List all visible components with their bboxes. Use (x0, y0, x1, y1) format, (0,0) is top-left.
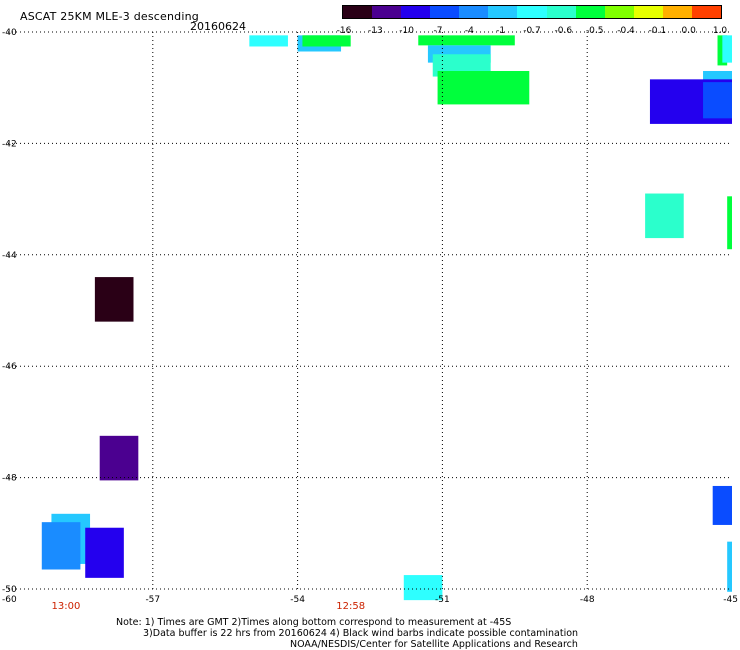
note-line-1: Note: 1) Times are GMT 2)Times along bot… (116, 617, 512, 628)
wind-cell (727, 196, 732, 250)
wind-cell (94, 277, 134, 322)
latitude-label: -42 (2, 139, 17, 149)
map-date: 20160624 (190, 20, 246, 33)
grid-lines (8, 31, 732, 590)
wind-cell (712, 485, 732, 525)
latitude-label: -50 (2, 585, 17, 595)
color-scale-segment (546, 6, 576, 18)
longitude-label: -54 (290, 595, 305, 605)
color-scale-label: -0.1 (648, 26, 667, 36)
color-scale-segment (575, 6, 605, 18)
color-scale-segment (343, 6, 373, 18)
color-scale-label: -0.6 (554, 26, 573, 36)
color-scale-label: -16 (336, 26, 352, 36)
map-title: ASCAT 25KM MLE-3 descending (20, 10, 199, 23)
color-scale-segment (604, 6, 634, 18)
color-scale-label: -0.7 (523, 26, 541, 36)
color-scale-segment (517, 6, 547, 18)
longitude-label: -57 (145, 595, 160, 605)
latitude-label: -44 (2, 251, 17, 261)
color-scale-label: -0.5 (585, 26, 604, 36)
color-scale-label: -1 (496, 26, 506, 36)
color-scale-label: 0.0 (681, 26, 696, 36)
note-line-3: NOAA/NESDIS/Center for Satellite Applica… (290, 639, 578, 650)
color-scale-label: -13 (367, 26, 383, 36)
time-labels: 13:00 12:58 (52, 601, 366, 612)
time-label: 13:00 (52, 601, 81, 612)
color-scale-label: -4 (464, 26, 474, 36)
wind-cell (645, 193, 684, 239)
color-scale-segment (488, 6, 518, 18)
longitude-label: -48 (580, 595, 595, 605)
color-scale-segment (401, 6, 431, 18)
wind-cell (727, 541, 732, 592)
wind-cell (703, 82, 732, 119)
longitude-label: -51 (435, 595, 450, 605)
wind-cell (437, 70, 530, 105)
longitude-label: -60 (2, 595, 17, 605)
color-scale-label: 1.0 (712, 26, 728, 36)
latitude-labels: -40 -42 -44 -46 -48 -50 (2, 28, 17, 595)
latitude-label: -46 (2, 362, 17, 372)
color-scale-segment (691, 6, 722, 18)
color-scale-segment (459, 6, 489, 18)
color-scale-label: -7 (433, 26, 443, 36)
wind-cell (99, 435, 139, 481)
latitude-label: -48 (2, 474, 17, 484)
time-label: 12:58 (336, 601, 365, 612)
wind-cell (722, 35, 732, 63)
wind-cell (249, 35, 288, 47)
latitude-label: -40 (2, 28, 17, 38)
wind-cells (41, 35, 732, 601)
wind-cell (41, 522, 81, 570)
wind-cell (85, 527, 124, 578)
color-scale-segment (662, 6, 692, 18)
note-line-2: 3)Data buffer is 22 hrs from 20160624 4)… (143, 628, 579, 639)
longitude-labels: -60 -57 -54 -51 -48 -45 (2, 595, 738, 605)
wind-cell (302, 35, 351, 47)
longitude-label: -45 (723, 595, 738, 605)
color-scale-segment (372, 6, 402, 18)
color-scale-label: -10 (399, 26, 415, 36)
wind-cell (403, 575, 443, 601)
color-scale-segment (633, 6, 663, 18)
color-scale-label: -0.4 (617, 26, 635, 36)
color-scale-segment (430, 6, 460, 18)
wind-cell (418, 35, 515, 46)
color-scale-bar (342, 5, 722, 19)
